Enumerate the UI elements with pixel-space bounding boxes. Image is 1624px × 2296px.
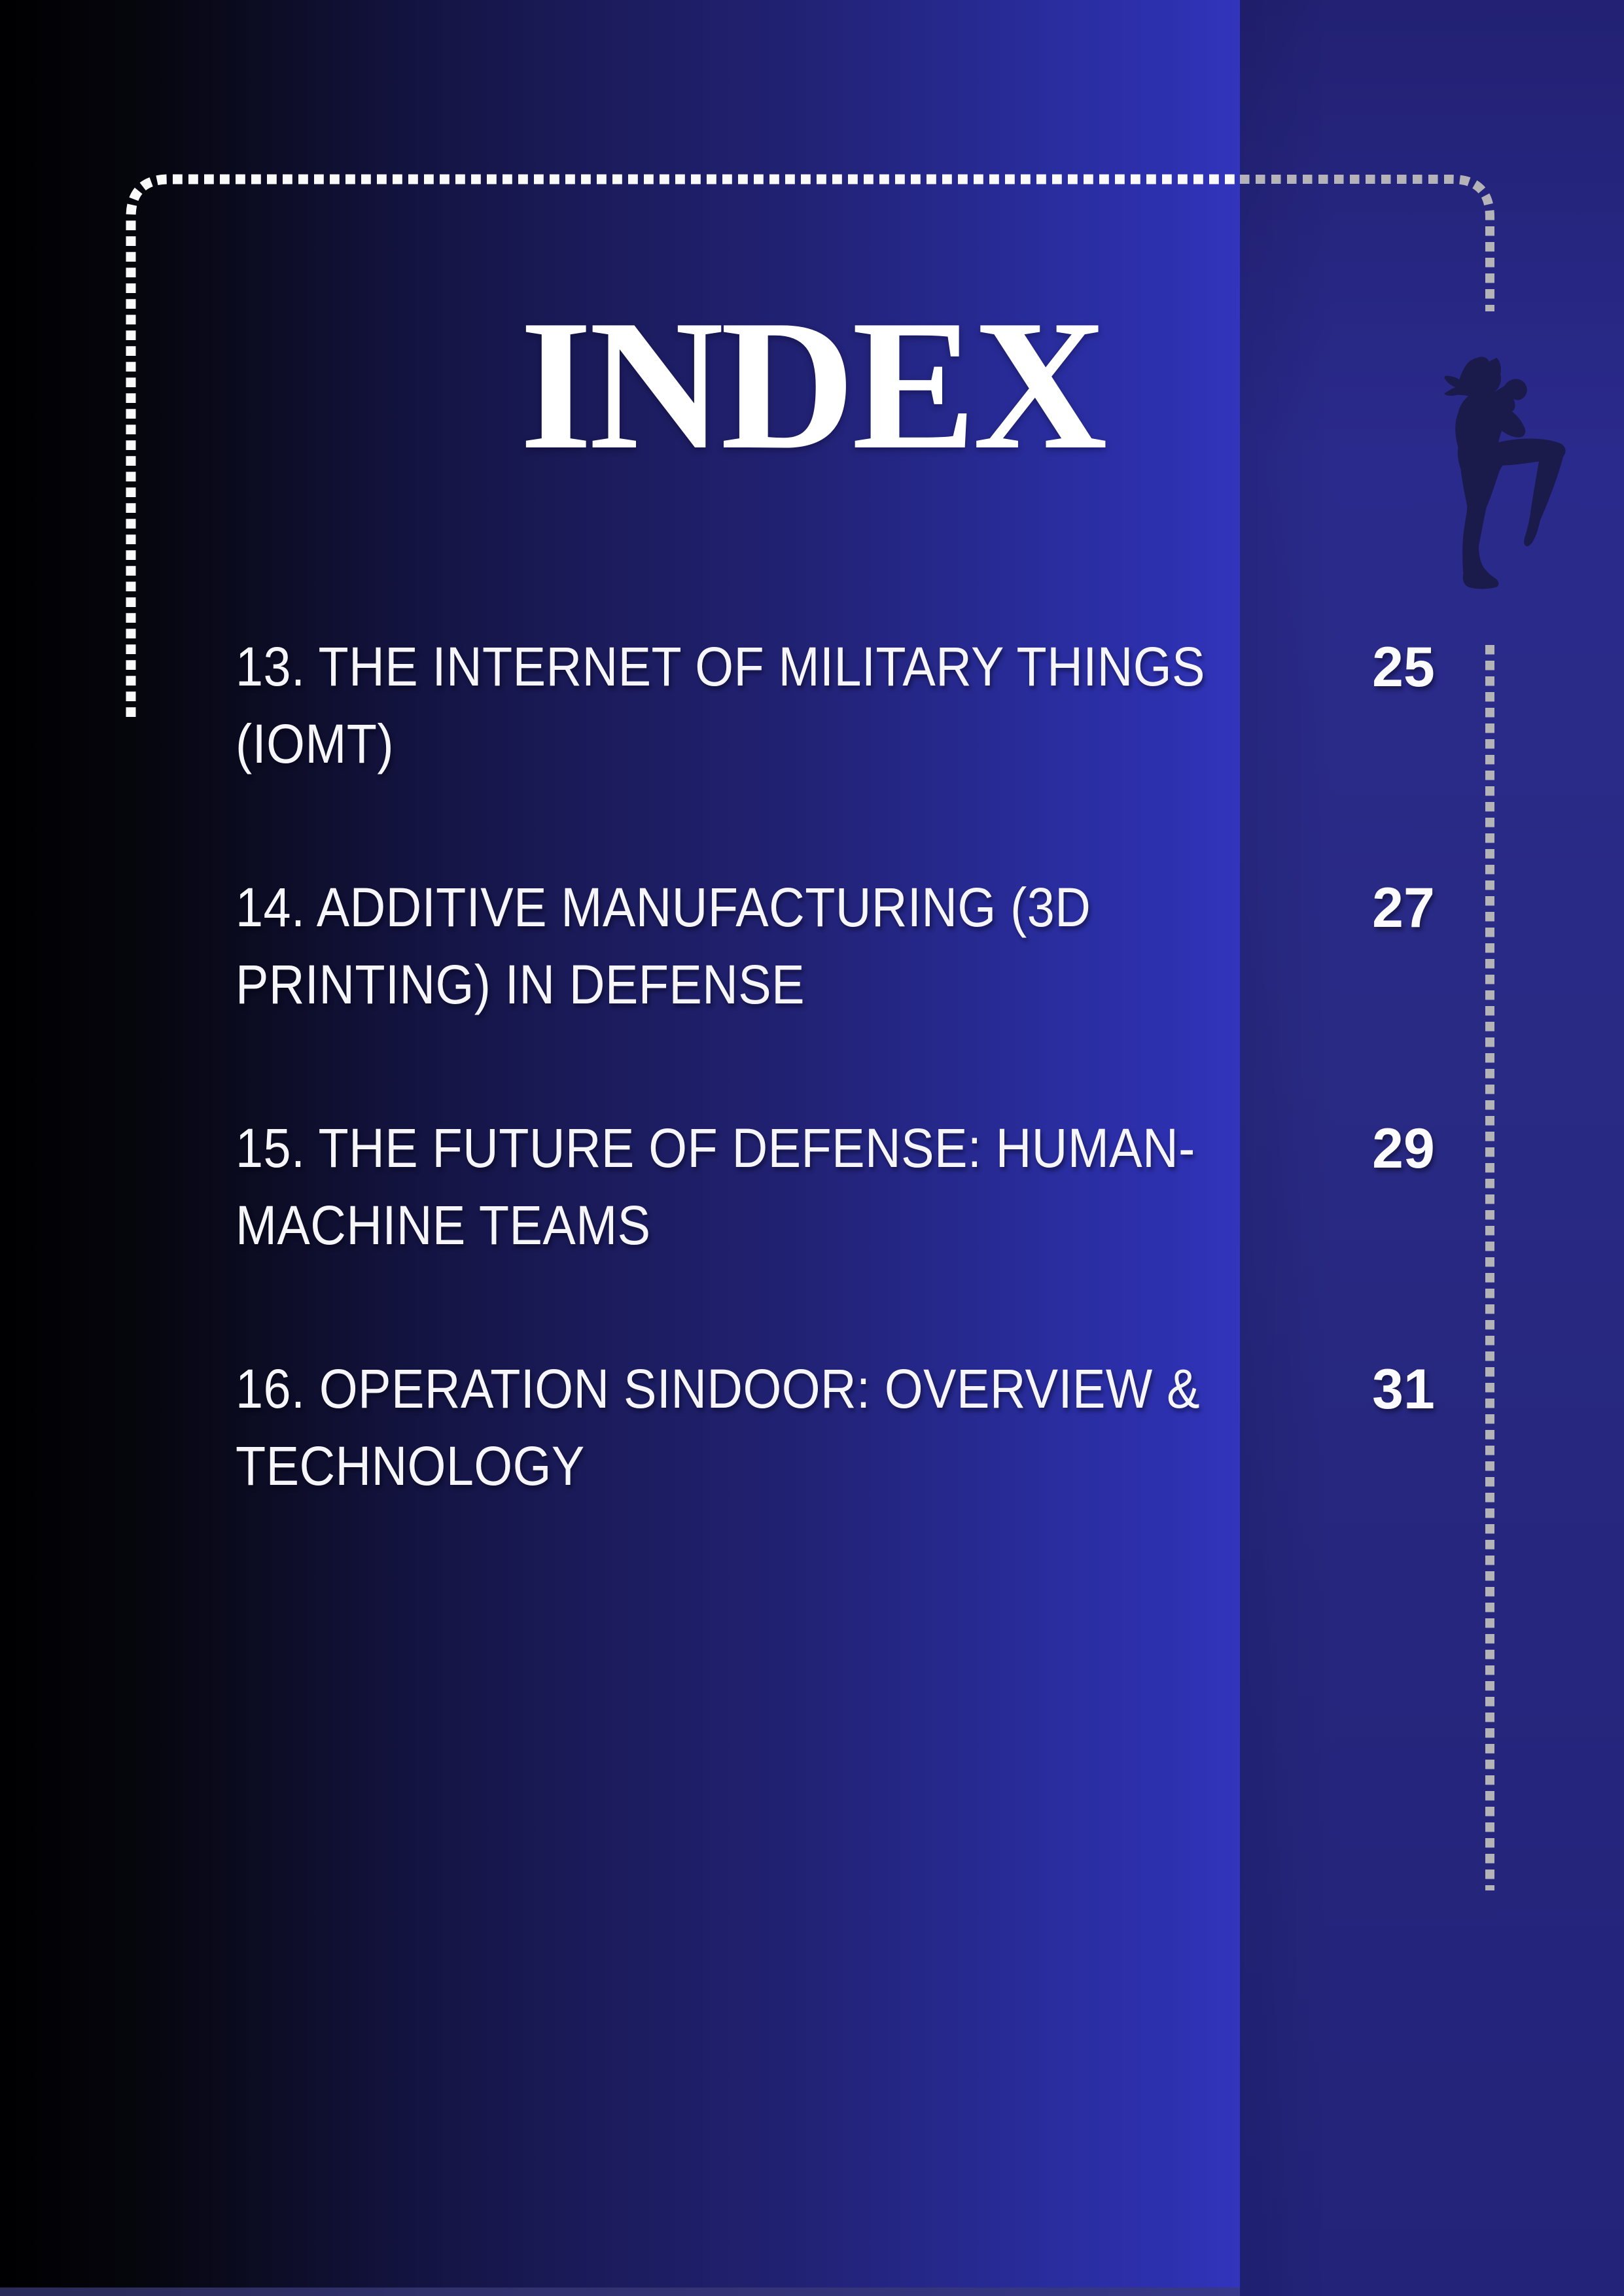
entry-title-line-2: (IOMT)	[236, 713, 395, 774]
entry-page-number: 27	[1372, 877, 1435, 939]
index-entry: 13. THE INTERNET OF MILITARY THINGS (IOMT…	[236, 628, 1453, 782]
entry-title-line-1: 16. OPERATION SINDOOR: OVERVIEW &	[236, 1358, 1200, 1419]
entry-page-number: 29	[1372, 1117, 1435, 1180]
entry-title-line-2: PRINTING) IN DEFENSE	[236, 954, 805, 1015]
page-title: INDEX	[520, 281, 1107, 488]
index-entries-list: 13. THE INTERNET OF MILITARY THINGS (IOMT…	[236, 628, 1453, 1591]
entry-title-line-1: 15. THE FUTURE OF DEFENSE: HUMAN-	[236, 1117, 1195, 1179]
entry-page-number: 31	[1372, 1358, 1435, 1421]
entry-title-line-2: TECHNOLOGY	[236, 1435, 585, 1497]
bottom-edge-strip	[0, 2287, 1240, 2296]
entry-title-line-2: MACHINE TEAMS	[236, 1194, 651, 1256]
kickboxer-silhouette-icon	[1444, 357, 1566, 589]
entry-title-line-1: 14. ADDITIVE MANUFACTURING (3D	[236, 877, 1091, 938]
index-entry: 14. ADDITIVE MANUFACTURING (3D PRINTING) …	[236, 869, 1453, 1023]
index-entry: 15. THE FUTURE OF DEFENSE: HUMAN- MACHINE…	[236, 1109, 1453, 1264]
dotted-border-left-top	[126, 174, 1240, 717]
entry-title-line-1: 13. THE INTERNET OF MILITARY THINGS	[236, 636, 1205, 697]
index-entry: 16. OPERATION SINDOOR: OVERVIEW & TECHNOL…	[236, 1350, 1453, 1505]
entry-page-number: 25	[1372, 636, 1435, 699]
dotted-border-top-right-corner	[1240, 175, 1494, 311]
right-panel-background	[1240, 0, 1624, 2296]
